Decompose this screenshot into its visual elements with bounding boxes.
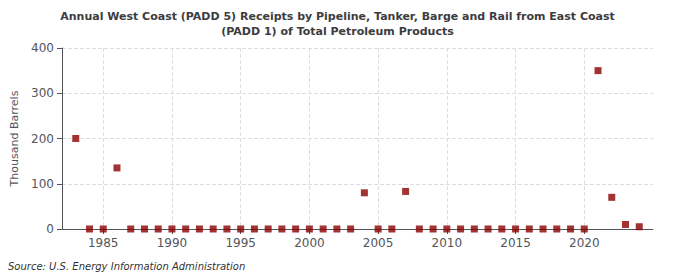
svg-text:Thousand Barrels: Thousand Barrels (8, 90, 21, 187)
svg-text:2000: 2000 (294, 236, 325, 250)
svg-text:0: 0 (46, 222, 54, 236)
svg-text:Annual West Coast (PADD 5) Rec: Annual West Coast (PADD 5) Receipts by P… (60, 10, 615, 23)
svg-text:2005: 2005 (363, 236, 394, 250)
svg-text:2010: 2010 (432, 236, 463, 250)
svg-text:(PADD 1) of Total Petroleum Pr: (PADD 1) of Total Petroleum Products (221, 25, 454, 38)
svg-text:Source: U.S. Energy Informatio: Source: U.S. Energy Information Administ… (8, 261, 245, 272)
svg-text:1990: 1990 (157, 236, 188, 250)
svg-text:200: 200 (31, 132, 54, 146)
svg-text:2020: 2020 (569, 236, 600, 250)
svg-text:300: 300 (31, 86, 54, 100)
svg-text:1985: 1985 (88, 236, 119, 250)
svg-text:400: 400 (31, 41, 54, 55)
svg-text:100: 100 (31, 177, 54, 191)
svg-text:2015: 2015 (500, 236, 531, 250)
svg-text:1995: 1995 (225, 236, 256, 250)
